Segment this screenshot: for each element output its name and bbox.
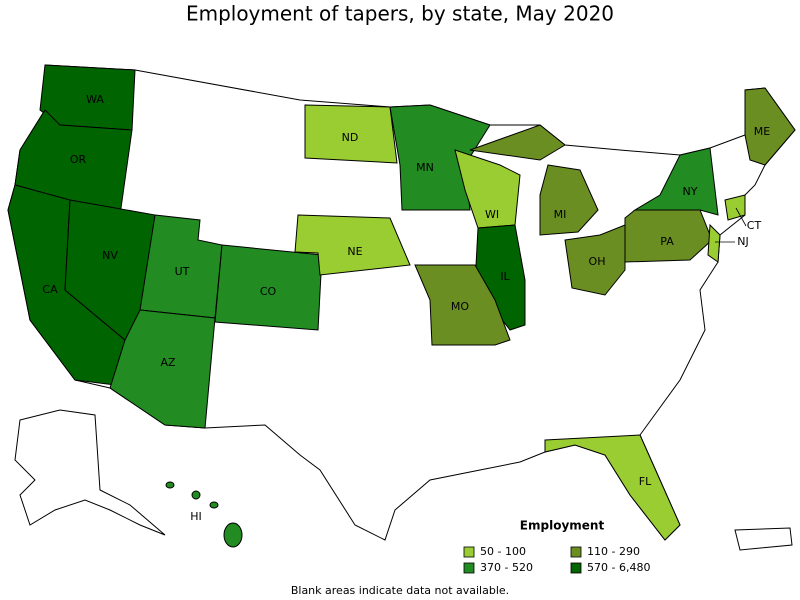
state-label: PA: [660, 235, 674, 248]
state-label: MI: [554, 208, 567, 221]
state-shape: [209, 501, 219, 509]
state-shape: [707, 223, 721, 263]
state-shape: [165, 481, 175, 489]
state-label: NE: [347, 245, 362, 258]
legend-swatch: [570, 562, 582, 574]
legend-swatch: [570, 546, 582, 558]
state-label: WA: [86, 93, 104, 106]
states: WA OR CA NV UT CO AZ ND NE MN WI MI IL MO OH PA NY ME CT NJ…: [7, 64, 796, 548]
state-label: WI: [485, 208, 499, 221]
state-shape: [633, 147, 719, 216]
state-label: UT: [175, 265, 190, 278]
state-label: OR: [70, 153, 87, 166]
state-shape: [304, 104, 398, 164]
state-label: CA: [42, 283, 58, 296]
legend-label: 50 - 100: [480, 545, 526, 558]
map-title: Employment of tapers, by state, May 2020: [186, 2, 614, 26]
state-shape: [109, 309, 216, 429]
state-label: MO: [451, 300, 469, 313]
state-label: ME: [754, 125, 770, 138]
state-shape: [294, 214, 411, 276]
state-label: NY: [683, 185, 698, 198]
legend-swatch: [463, 562, 475, 574]
state-shape: [744, 87, 796, 166]
legend: Employment 50 - 100 110 - 290 370 - 520 570…: [463, 519, 650, 574]
state-shape: [214, 244, 323, 331]
legend-label: 370 - 520: [480, 561, 533, 574]
state-shape: [724, 194, 746, 221]
legend-label: 570 - 6,480: [587, 561, 650, 574]
state-shape: [191, 490, 201, 500]
state-shape: [469, 124, 566, 161]
state-shape: [564, 224, 626, 296]
state-label: CT: [747, 219, 762, 232]
alaska-outline: [14, 409, 166, 536]
puerto-rico: [734, 527, 793, 551]
state-label: NJ: [737, 235, 748, 248]
state-label: MN: [416, 161, 434, 174]
state-label: CO: [260, 285, 277, 298]
leader-line: [735, 207, 747, 227]
legend-title: Employment: [520, 519, 605, 533]
legend-swatch: [463, 546, 475, 558]
legend-label: 110 - 290: [587, 545, 640, 558]
state-label: FL: [639, 475, 652, 488]
state-label: NV: [102, 249, 118, 262]
state-label: OH: [589, 255, 606, 268]
state-shape: [539, 164, 599, 236]
state-shape: [544, 434, 681, 541]
state-label: HI: [190, 510, 202, 523]
footnote: Blank areas indicate data not available.: [291, 584, 509, 597]
state-label: AZ: [160, 356, 176, 369]
state-shape: [223, 522, 243, 548]
state-shape: [414, 264, 511, 346]
state-label: IL: [500, 270, 510, 283]
state-label: ND: [342, 131, 359, 144]
